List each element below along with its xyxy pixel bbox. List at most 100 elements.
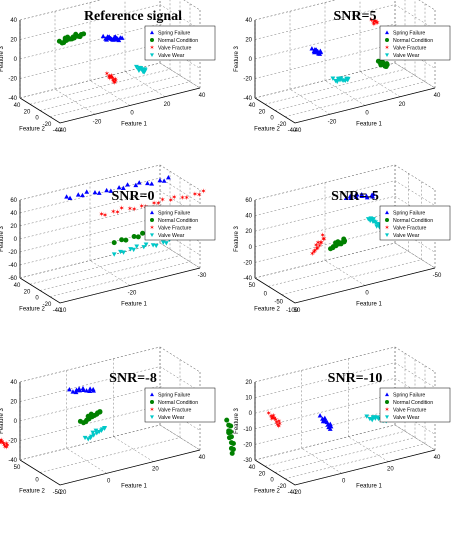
data-point (92, 189, 98, 195)
y-tick-label: -40 (53, 128, 62, 134)
z-tick-label: -40 (243, 96, 252, 102)
z-axis-label: Feature 3 (234, 225, 240, 251)
data-point (370, 219, 376, 224)
z-tick-label: 20 (10, 38, 17, 44)
data-point (87, 386, 93, 391)
data-point (230, 446, 236, 452)
y-tick-label: 0 (35, 478, 39, 484)
data-point (353, 193, 358, 198)
z-tick-label: 10 (245, 396, 252, 402)
x-tick-label: 20 (152, 467, 159, 473)
legend-marker (150, 233, 154, 237)
data-point: ✶ (274, 421, 280, 429)
chart-panel-1: 40200-20-40-40-200204040200-20-40Feature… (0, 0, 216, 134)
data-point (327, 421, 333, 426)
data-point (116, 37, 122, 43)
data-point (128, 247, 133, 252)
data-point (373, 220, 378, 225)
data-point: ✶ (320, 231, 326, 239)
data-point (104, 187, 110, 193)
z-tick-label: 40 (10, 18, 17, 24)
gridline-y (29, 249, 171, 285)
axis-floor (254, 267, 436, 304)
data-point: ✶ (1, 441, 7, 449)
chart-title: SNR=5 (334, 9, 377, 24)
z-tick-label: 0 (14, 419, 18, 425)
y-tick-label: 0 (270, 116, 274, 122)
data-point (121, 250, 126, 255)
data-point (67, 195, 73, 200)
data-point (334, 79, 340, 85)
data-point (138, 66, 143, 71)
data-point: ✶ (314, 245, 320, 253)
data-point (317, 413, 323, 418)
y-tick-label: -40 (288, 128, 297, 134)
data-point (84, 189, 90, 194)
data-point (375, 415, 381, 420)
z-tick-label: -40 (8, 96, 17, 102)
data-point (73, 389, 79, 395)
z-tick-label: 0 (249, 57, 253, 63)
x-tick-label: -40 (58, 128, 67, 134)
x-axis-label: Feature 1 (121, 122, 147, 128)
data-point: ✶ (373, 19, 379, 27)
chart-panel-6: 20100-10-20-30-200204040200-20-40Feature… (224, 346, 451, 496)
legend-label: Spring Failure (158, 31, 190, 37)
data-point (74, 387, 79, 392)
z-tick-label: -20 (243, 442, 252, 448)
data-point (226, 430, 232, 436)
data-point (133, 182, 139, 188)
chart-title: SNR=-10 (328, 371, 383, 386)
legend-label: Spring Failure (393, 393, 425, 399)
x-axis-label: Feature 1 (121, 484, 147, 490)
legend-label: Normal Condition (393, 218, 433, 224)
data-point: ✶ (168, 196, 174, 204)
y-tick-label: -50 (53, 490, 62, 496)
gridline-z (19, 366, 201, 402)
legend-label: Valve Wear (393, 233, 420, 239)
data-point: ✶ (4, 442, 10, 450)
data-point (75, 192, 81, 197)
axis-floor (254, 449, 436, 486)
legend-marker: ✶ (149, 407, 154, 414)
x-tick-label: -40 (293, 128, 302, 134)
legend-box (144, 25, 216, 61)
data-point (230, 440, 236, 446)
data-point: ✶ (108, 72, 114, 80)
data-point (93, 428, 99, 433)
z-tick-label: -30 (243, 458, 252, 464)
x-axis-label: Feature 1 (356, 122, 382, 128)
data-point: ✶ (315, 239, 321, 247)
data-point: ✶ (112, 79, 118, 87)
data-point (135, 234, 141, 240)
data-point: ✶ (274, 418, 280, 426)
data-point (119, 237, 125, 243)
z-tick-label: 20 (10, 400, 17, 406)
data-point: ✶ (109, 74, 115, 82)
legend-marker: ✶ (149, 225, 154, 232)
legend-label: Valve Wear (158, 233, 185, 239)
data-point: ✶ (0, 437, 3, 445)
legend-label: Valve Wear (158, 53, 185, 59)
legend-label: Normal Condition (393, 400, 433, 406)
legend-marker: ✶ (384, 225, 389, 232)
z-tick-label: 0 (14, 237, 18, 243)
gridline-z (19, 4, 201, 40)
legend-label: Valve Fracture (158, 408, 191, 414)
x-tick-label: -20 (328, 119, 337, 125)
legend-label: Normal Condition (158, 218, 198, 224)
gridline-y (264, 69, 406, 105)
legend-marker: ✶ (384, 407, 389, 414)
x-tick-label: 20 (387, 467, 394, 473)
axis-floor (254, 87, 436, 124)
y-tick-label: 50 (249, 283, 256, 289)
data-point: ✶ (171, 194, 177, 202)
z-tick-label: -20 (8, 250, 17, 256)
data-point: ✶ (151, 199, 157, 207)
data-point: ✶ (115, 208, 121, 216)
legend-marker (150, 218, 154, 222)
data-point: ✶ (374, 19, 380, 27)
data-point (80, 192, 85, 198)
data-point: ✶ (271, 415, 277, 423)
data-point: ✶ (139, 203, 145, 211)
